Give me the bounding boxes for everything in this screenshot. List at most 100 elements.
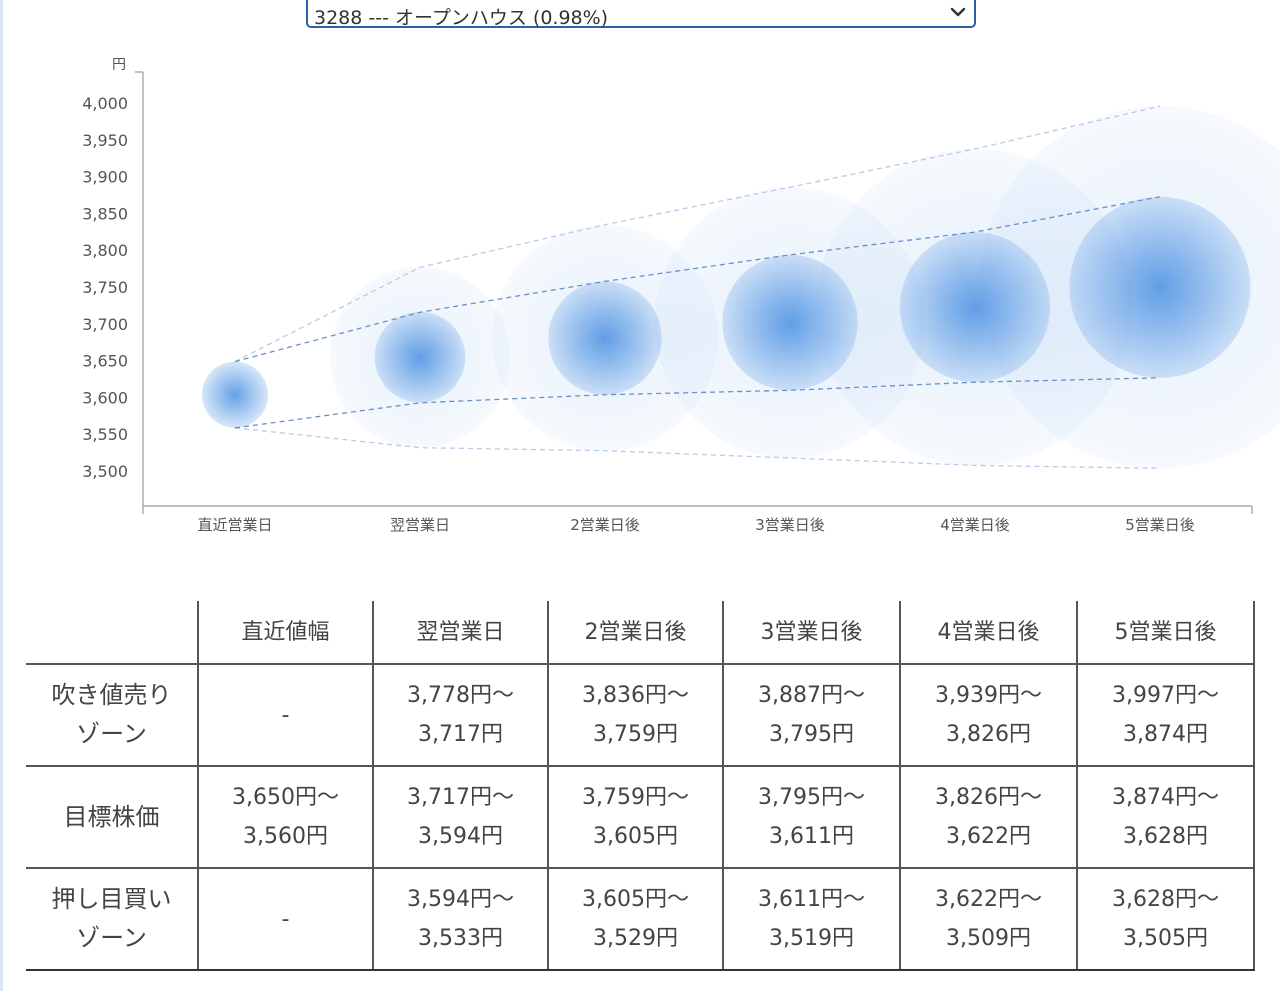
cell-line: 3,594円〜: [407, 887, 514, 912]
y-tick-label: 3,550: [82, 425, 128, 444]
cell-line: 3,622円〜: [935, 887, 1042, 912]
inner-range-bubble: [899, 232, 1051, 383]
table-cell: 3,887円〜 3,795円: [722, 663, 901, 767]
cell-line: 3,874円: [1123, 722, 1208, 747]
cell-line: 3,519円: [769, 926, 854, 951]
cell-line: 3,505円: [1123, 926, 1208, 951]
chevron-down-icon[interactable]: [948, 4, 968, 20]
cell-line: 3,759円〜: [582, 785, 689, 810]
inner-range-bubble: [548, 281, 662, 395]
inner-bubble-layer: [201, 196, 1251, 428]
table-cell: 3,605円〜 3,529円: [547, 867, 724, 971]
inner-upper-line: [234, 196, 1161, 363]
cell-line: 3,939円〜: [935, 683, 1042, 708]
table-cell: 3,795円〜 3,611円: [722, 765, 901, 869]
stock-select[interactable]: 3288 --- オープンハウス (0.98%): [306, 0, 976, 29]
cell-line: 3,628円〜: [1112, 887, 1219, 912]
inner-range-bubble: [1069, 196, 1251, 378]
table-cell: 3,778円〜 3,717円: [372, 663, 549, 767]
cell-line: -: [281, 702, 290, 728]
page-left-border: [0, 0, 3, 991]
row-label-line: ゾーン: [76, 720, 147, 748]
x-tick-label: 翌営業日: [390, 516, 450, 534]
cell-line: 3,594円: [418, 824, 503, 849]
row-label-line: 押し目買い: [51, 885, 172, 913]
cell-line: 3,605円〜: [582, 887, 689, 912]
cell-line: 3,611円〜: [758, 887, 865, 912]
cell-line: 3,778円〜: [407, 683, 514, 708]
table-cell: 3,874円〜 3,628円: [1076, 765, 1255, 869]
table-cell: -: [197, 867, 374, 971]
cell-line: 3,759円: [593, 722, 678, 747]
x-axis-ticks: 直近営業日 翌営業日 2営業日後 3営業日後 4営業日後 5営業日後: [197, 516, 1194, 534]
cell-line: 3,533円: [418, 926, 503, 951]
table-cell: 3,759円〜 3,605円: [547, 765, 724, 869]
chart-axes: 円: [112, 57, 1253, 514]
y-tick-label: 3,850: [82, 204, 128, 223]
inner-range-bubble: [722, 254, 858, 391]
cell-line: 3,887円〜: [758, 683, 865, 708]
table-cell: 3,717円〜 3,594円: [372, 765, 549, 869]
table-cell: 3,594円〜 3,533円: [372, 867, 549, 971]
outer-lower-line: [234, 427, 1161, 469]
x-tick-label: 5営業日後: [1125, 516, 1195, 534]
y-tick-label: 3,900: [82, 168, 128, 187]
column-header: 3営業日後: [722, 601, 901, 665]
cell-line: 3,650円〜: [232, 785, 339, 810]
cell-line: 3,826円: [946, 722, 1031, 747]
stock-select-value: 3288 --- オープンハウス (0.98%): [314, 7, 609, 29]
cell-line: 3,836円〜: [582, 683, 689, 708]
table-cell: 3,622円〜 3,509円: [899, 867, 1078, 971]
cell-line: 3,560円: [243, 824, 328, 849]
inner-range-bubble: [374, 311, 466, 403]
column-header: 2営業日後: [547, 601, 724, 665]
table-row: 押し目買い ゾーン - 3,594円〜 3,533円 3,605円〜 3,529円 …: [26, 867, 1255, 971]
table-row: 吹き値売り ゾーン - 3,778円〜 3,717円 3,836円〜 3,759円 …: [26, 663, 1255, 767]
cell-line: 3,717円〜: [407, 785, 514, 810]
column-header: 直近値幅: [197, 601, 374, 665]
outer-upper-line: [234, 105, 1161, 363]
inner-range-bubble: [201, 361, 269, 428]
table-cell: 3,939円〜 3,826円: [899, 663, 1078, 767]
table-cell: 3,836円〜 3,759円: [547, 663, 724, 767]
y-tick-label: 3,800: [82, 241, 128, 260]
x-tick-label: 直近営業日: [197, 516, 272, 534]
cell-line: 3,622円: [946, 824, 1031, 849]
row-label-line: 目標株価: [63, 802, 160, 831]
cell-line: -: [281, 906, 290, 932]
cell-line: 3,529円: [593, 926, 678, 951]
table-cell: 3,997円〜 3,874円: [1076, 663, 1255, 767]
y-tick-label: 3,600: [82, 388, 128, 407]
table-cell: 3,611円〜 3,519円: [722, 867, 901, 971]
y-tick-label: 3,500: [82, 462, 128, 481]
y-tick-label: 3,700: [82, 315, 128, 334]
table-header-row: 直近値幅 翌営業日 2営業日後 3営業日後 4営業日後 5営業日後: [26, 601, 1255, 665]
inner-lower-line: [234, 377, 1161, 429]
cell-line: 3,795円: [769, 722, 854, 747]
x-tick-label: 3営業日後: [755, 516, 825, 534]
row-label-line: ゾーン: [76, 924, 147, 952]
y-tick-label: 3,750: [82, 278, 128, 297]
column-header: 4営業日後: [899, 601, 1078, 665]
y-axis-ticks: 4,000 3,950 3,900 3,850 3,800 3,750 3,700 3,650…: [82, 94, 128, 481]
x-tick-label: 4営業日後: [940, 516, 1010, 534]
row-label-line: 吹き値売り: [51, 681, 172, 709]
y-tick-label: 3,650: [82, 352, 128, 371]
table-cell: -: [197, 663, 374, 767]
table-corner-cell: [26, 601, 199, 665]
price-zone-table: 直近値幅 翌営業日 2営業日後 3営業日後 4営業日後 5営業日後 吹き値売り …: [26, 601, 1255, 971]
y-tick-label: 4,000: [82, 94, 128, 113]
band-line-layer: [234, 105, 1161, 469]
cell-line: 3,795円〜: [758, 785, 865, 810]
cell-line: 3,717円: [418, 722, 503, 747]
cell-line: 3,611円: [769, 824, 854, 849]
cell-line: 3,605円: [593, 824, 678, 849]
table-cell: 3,650円〜 3,560円: [197, 765, 374, 869]
y-axis-unit-label: 円: [112, 57, 126, 73]
row-label-target-price: 目標株価: [26, 765, 199, 869]
price-forecast-chart: 円 4,000 3,950 3,900 3,850 3,800 3,750 3,700 3,6…: [82, 57, 1280, 534]
column-header: 翌営業日: [372, 601, 549, 665]
row-label-buy-zone: 押し目買い ゾーン: [26, 867, 199, 971]
table-row: 目標株価 3,650円〜 3,560円 3,717円〜 3,594円 3,759円〜…: [26, 765, 1255, 869]
cell-line: 3,997円〜: [1112, 683, 1219, 708]
